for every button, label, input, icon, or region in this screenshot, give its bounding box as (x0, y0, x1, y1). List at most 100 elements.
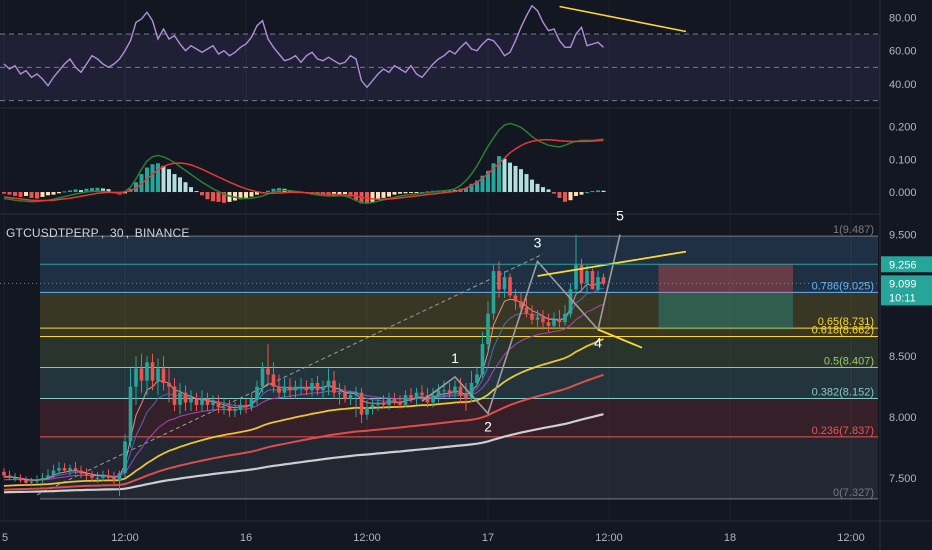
candle-body (436, 390, 441, 396)
macd-histogram-bar (535, 183, 540, 193)
candle-body (403, 395, 408, 405)
macd-histogram-bar (557, 192, 562, 198)
candle-body (475, 374, 479, 383)
macd-histogram-bar (79, 190, 83, 193)
candle-body (123, 441, 127, 473)
candle-body (497, 271, 501, 290)
candle-body (18, 477, 23, 481)
macd-histogram-bar (552, 192, 556, 194)
macd-histogram-bar (189, 187, 193, 193)
macd-histogram-bar (200, 192, 204, 196)
fib-level-label: 0.382(8.152) (812, 387, 874, 399)
candle-body (73, 468, 78, 471)
price-tick-label: 8.500 (889, 351, 917, 363)
time-tick-label: 12:00 (837, 532, 865, 544)
macd-histogram-bar (469, 183, 474, 193)
macd-histogram-bar (414, 192, 419, 194)
candle-body (2, 471, 6, 476)
axes: 80.0060.0040.000.2000.1000.0009.5009.000… (2, 12, 932, 544)
candle-body (194, 398, 199, 405)
candle-body (310, 382, 314, 391)
candle-body (442, 390, 446, 392)
macd-histogram-bar (464, 188, 468, 193)
candle-body (546, 322, 551, 326)
macd-histogram-bar (524, 174, 529, 193)
candle-body (326, 380, 331, 387)
candle-body (568, 289, 573, 314)
price-pane[interactable]: 1(9.487) 0.786(9.025) 0.65(8.731)0.618(8.6… (0, 208, 880, 500)
fib-level-label: 0(7.327) (833, 487, 874, 499)
fib-level-label: 0.65(8.731) (818, 316, 874, 328)
candle-body (62, 468, 67, 471)
candle-body (524, 307, 529, 314)
level-price-tag[interactable] (881, 256, 932, 273)
candle-body (354, 392, 358, 396)
last-price-text: 9.099 (889, 278, 917, 290)
wedge-lower-line (597, 328, 643, 349)
candle-body (233, 409, 237, 411)
candle-body (491, 271, 496, 314)
candle-body (376, 402, 380, 405)
candle-body (332, 380, 336, 393)
macd-histogram-bar (387, 192, 391, 197)
candle-body (24, 480, 28, 483)
macd-histogram-bar (46, 192, 50, 196)
macd-histogram-bar (381, 192, 386, 198)
candle-body (271, 374, 276, 387)
candle-body (277, 386, 281, 393)
macd-histogram-bar (502, 158, 507, 193)
time-tick-label: 12:00 (353, 532, 381, 544)
bar-countdown-text: 10:11 (889, 292, 916, 304)
ma-100-line (3, 373, 604, 491)
ma-50-line (3, 338, 604, 487)
time-tick-label: 16 (240, 532, 252, 544)
symbol-interval[interactable]: 30 (109, 226, 124, 240)
macd-histogram-bar (194, 191, 199, 193)
symbol-name[interactable]: GTCUSDTPERP (6, 226, 99, 240)
candle-body (541, 317, 545, 323)
candle-body (84, 472, 89, 476)
candle-body (7, 475, 12, 478)
last-price-tag[interactable] (881, 275, 932, 306)
macd-histogram-bar (84, 188, 89, 193)
short-position-stop-zone (658, 264, 793, 293)
macd-histogram-bar (68, 190, 72, 193)
candle-body (486, 313, 490, 345)
fib-level-label: 0.5(8.407) (824, 356, 874, 368)
symbol-header: GTCUSDTPERP, 30, BINANCE (6, 226, 190, 240)
rsi-pane[interactable] (0, 4, 880, 102)
candle-body (150, 362, 155, 381)
macd-tick-label: 0.100 (889, 154, 917, 166)
macd-histogram-bar (134, 182, 138, 193)
time-tick-label: 17 (482, 532, 494, 544)
candle-body (161, 368, 166, 383)
rsi-tick-label: 40.00 (889, 79, 917, 91)
candle-body (282, 386, 287, 393)
candle-body (585, 271, 589, 284)
candle-body (535, 317, 540, 320)
macd-histogram-bar (13, 192, 17, 196)
wave-label-5: 5 (616, 208, 624, 224)
macd-histogram-bar (425, 191, 430, 193)
candle-body (145, 362, 149, 381)
macd-histogram-bar (73, 189, 78, 193)
macd-histogram-bar (568, 192, 573, 201)
macd-pane[interactable] (2, 122, 606, 204)
time-tick-label: 18 (724, 532, 736, 544)
macd-histogram-bar (51, 192, 56, 195)
symbol-exchange: BINANCE (134, 226, 190, 240)
time-tick-label: 12:00 (111, 532, 139, 544)
macd-histogram-bar (249, 192, 254, 197)
macd-histogram-bar (255, 192, 259, 195)
candle-body (156, 368, 160, 381)
macd-histogram-bar (497, 156, 501, 193)
fib-level-label: 0.236(7.837) (812, 425, 874, 437)
macd-histogram-bar (491, 163, 496, 193)
candle-body (464, 395, 468, 399)
macd-histogram-bar (563, 192, 567, 202)
candle-body (530, 313, 534, 320)
candle-body (299, 386, 303, 388)
candle-body (304, 386, 309, 391)
macd-histogram-bar (574, 192, 578, 196)
